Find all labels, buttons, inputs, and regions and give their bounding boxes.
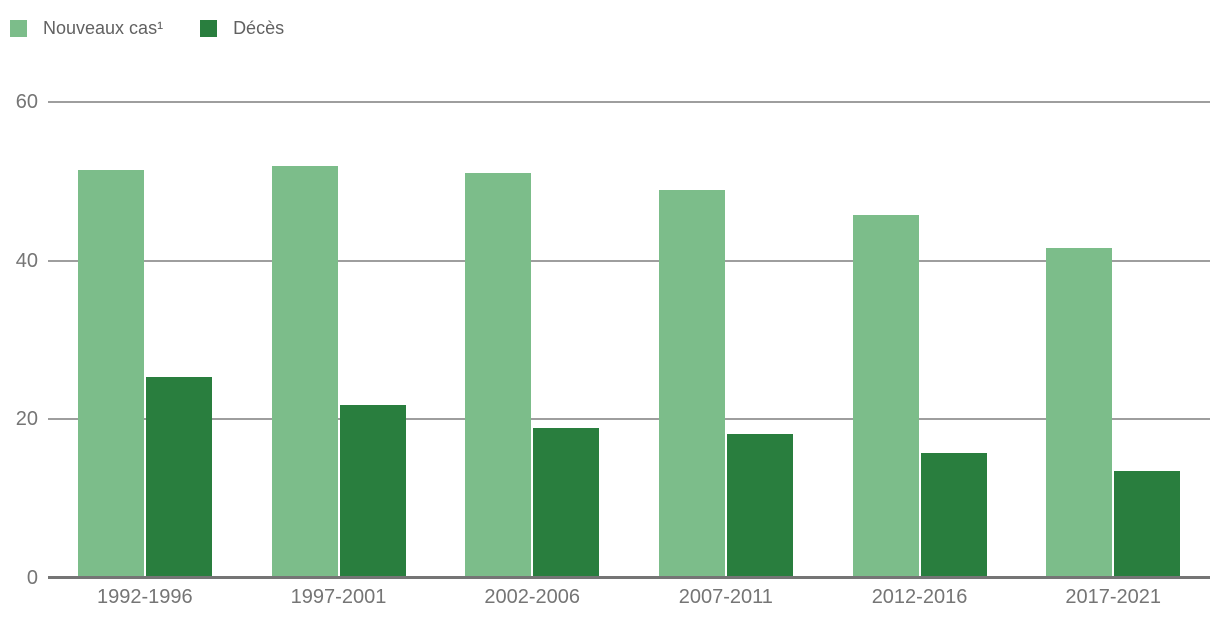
bar-group: [48, 102, 242, 578]
legend-item: Nouveaux cas¹: [10, 18, 163, 39]
x-axis-labels: 1992-1996 1997-2001 2002-2006 2007-2011 2012…: [48, 586, 1210, 609]
x-tick-label: 1992-1996: [97, 586, 193, 608]
bar-group: [1016, 102, 1210, 578]
bar-nouveaux-cas[interactable]: [271, 166, 338, 578]
y-tick-label: 40: [15, 249, 38, 272]
y-tick-label: 60: [15, 91, 38, 113]
bar-nouveaux-cas[interactable]: [77, 170, 144, 578]
bar-group: [629, 102, 823, 578]
gridline: [48, 418, 1210, 421]
bar-nouveaux-cas[interactable]: [852, 214, 919, 578]
bar-deces[interactable]: [1114, 470, 1181, 578]
bar-deces[interactable]: [726, 433, 793, 578]
x-tick-label: 2002-2006: [484, 586, 580, 608]
y-tick-label: 0: [26, 567, 38, 589]
x-axis-line: [48, 576, 1210, 579]
bar-group: [823, 102, 1017, 578]
bar-group: [435, 102, 629, 578]
legend-label: Nouveaux cas¹: [43, 18, 164, 38]
x-tick-label: 2017-2021: [1065, 586, 1162, 608]
bar-nouveaux-cas[interactable]: [658, 190, 725, 578]
legend-swatch-icon: [200, 20, 218, 37]
plot-area: [48, 101, 1210, 579]
y-tick-label: 20: [15, 408, 38, 431]
legend-label: Décès: [233, 18, 285, 38]
y-axis-labels: 0 20 40 60: [0, 91, 38, 589]
bar-group: [242, 102, 436, 578]
x-tick-label: 1997-2001: [290, 586, 387, 608]
legend-swatch-icon: [10, 20, 27, 37]
legend: Nouveaux cas¹ Décès: [10, 18, 284, 39]
gridline: [48, 259, 1210, 262]
bar-deces[interactable]: [920, 452, 987, 578]
gridline: [48, 101, 1210, 103]
legend-item: Décès: [200, 18, 284, 39]
bar-groups: [48, 102, 1210, 578]
x-tick-label: 2007-2011: [678, 586, 773, 608]
bar-deces[interactable]: [145, 377, 212, 578]
bar-nouveaux-cas[interactable]: [1046, 247, 1113, 578]
x-tick-label: 2012-2016: [871, 586, 968, 608]
bar-nouveaux-cas[interactable]: [465, 173, 532, 578]
bar-deces[interactable]: [533, 428, 600, 578]
bar-deces[interactable]: [339, 405, 406, 578]
